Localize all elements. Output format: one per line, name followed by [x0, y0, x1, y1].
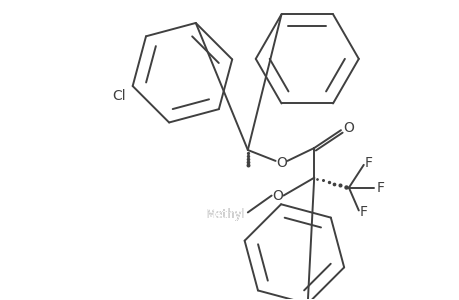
Text: Methyl: Methyl — [206, 208, 246, 221]
Text: O: O — [272, 189, 282, 202]
Text: Methyl: Methyl — [206, 208, 246, 221]
Text: O: O — [343, 121, 353, 135]
Text: F: F — [364, 156, 372, 170]
Text: Cl: Cl — [112, 89, 125, 103]
Text: F: F — [359, 206, 367, 219]
Text: F: F — [376, 181, 384, 195]
Text: O: O — [275, 156, 286, 170]
